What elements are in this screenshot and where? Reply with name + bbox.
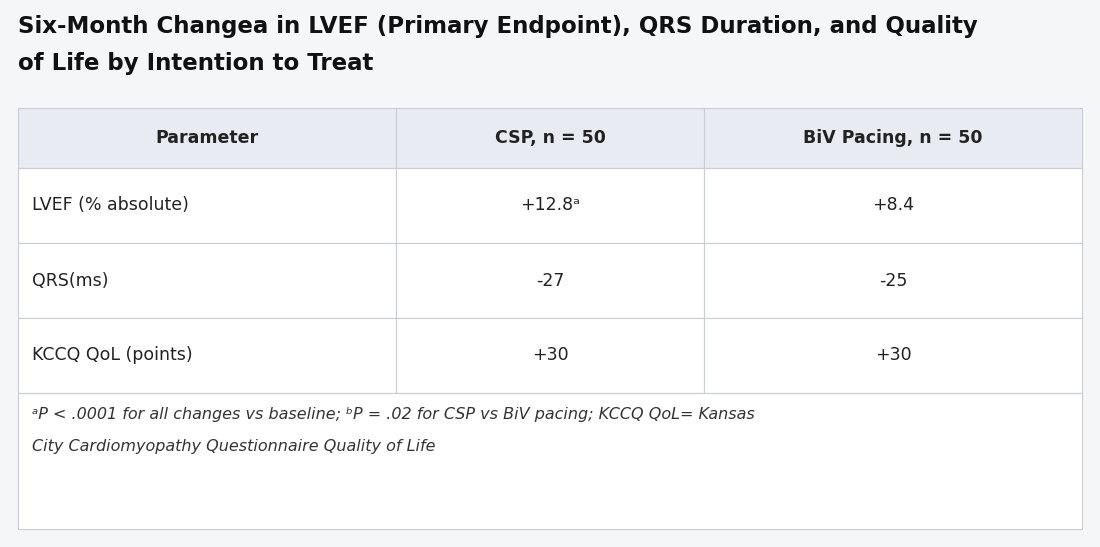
Bar — [18, 168, 396, 243]
Text: +30: +30 — [874, 346, 912, 364]
Text: LVEF (% absolute): LVEF (% absolute) — [32, 196, 189, 214]
Text: QRS(ms): QRS(ms) — [32, 271, 109, 289]
Bar — [396, 243, 704, 318]
Text: City Cardiomyopathy Questionnaire Quality of Life: City Cardiomyopathy Questionnaire Qualit… — [32, 439, 436, 454]
Text: BiV Pacing, n = 50: BiV Pacing, n = 50 — [803, 129, 983, 147]
Bar — [704, 318, 1082, 393]
Text: Six-Month Changea in LVEF (Primary Endpoint), QRS Duration, and Quality: Six-Month Changea in LVEF (Primary Endpo… — [18, 15, 978, 38]
Bar — [396, 318, 704, 393]
Text: CSP, n = 50: CSP, n = 50 — [495, 129, 605, 147]
Bar — [18, 318, 396, 393]
Text: +12.8ᵃ: +12.8ᵃ — [520, 196, 580, 214]
Text: +8.4: +8.4 — [872, 196, 914, 214]
Text: +30: +30 — [531, 346, 569, 364]
Text: ᵃP < .0001 for all changes vs baseline; ᵇP = .02 for CSP vs BiV pacing; KCCQ QoL: ᵃP < .0001 for all changes vs baseline; … — [32, 407, 755, 422]
Bar — [18, 393, 1082, 529]
Bar — [18, 243, 396, 318]
Bar — [704, 108, 1082, 168]
Text: of Life by Intention to Treat: of Life by Intention to Treat — [18, 52, 373, 75]
Text: -27: -27 — [536, 271, 564, 289]
Text: KCCQ QoL (points): KCCQ QoL (points) — [32, 346, 192, 364]
Text: Parameter: Parameter — [155, 129, 258, 147]
Bar — [396, 108, 704, 168]
Bar — [18, 108, 396, 168]
Text: -25: -25 — [879, 271, 908, 289]
Bar — [396, 168, 704, 243]
Bar — [704, 168, 1082, 243]
Bar — [704, 243, 1082, 318]
